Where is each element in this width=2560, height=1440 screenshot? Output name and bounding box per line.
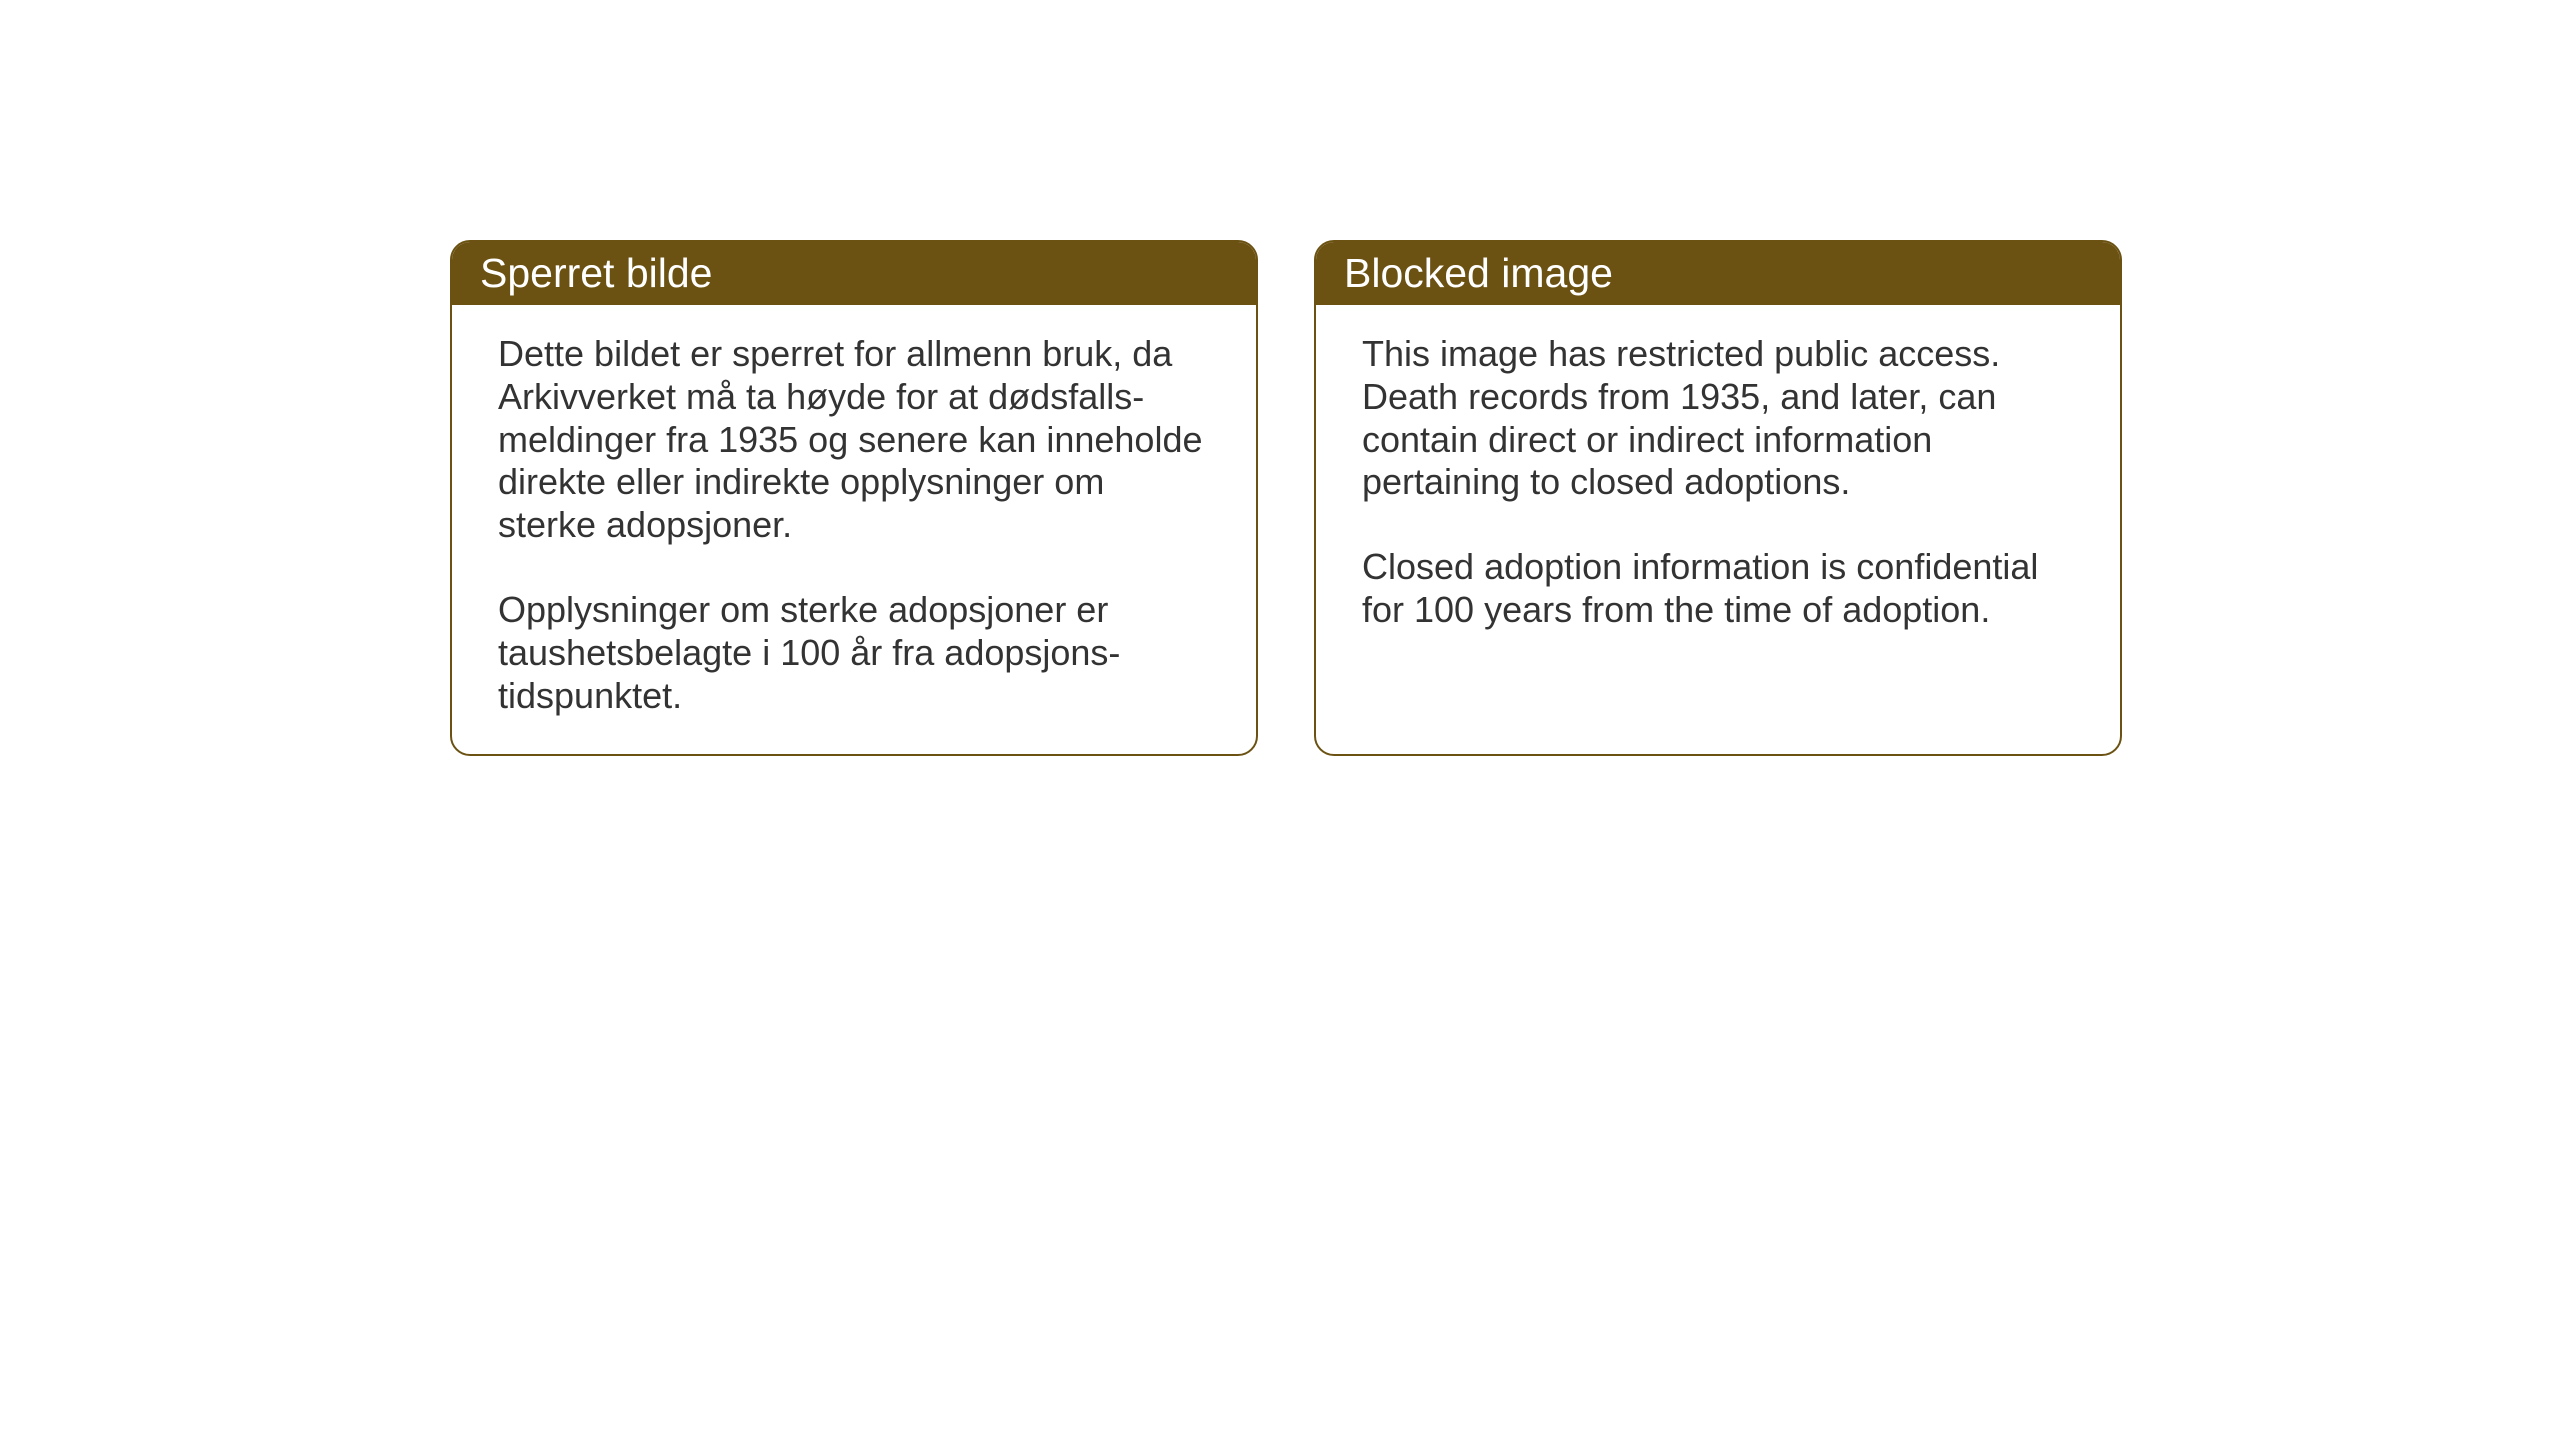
english-paragraph-2: Closed adoption information is confident…: [1362, 546, 2074, 632]
norwegian-paragraph-1: Dette bildet er sperret for allmenn bruk…: [498, 333, 1210, 547]
norwegian-paragraph-2: Opplysninger om sterke adopsjoner er tau…: [498, 589, 1210, 717]
english-paragraph-1: This image has restricted public access.…: [1362, 333, 2074, 504]
norwegian-notice-card: Sperret bilde Dette bildet er sperret fo…: [450, 240, 1258, 756]
english-notice-card: Blocked image This image has restricted …: [1314, 240, 2122, 756]
norwegian-card-body: Dette bildet er sperret for allmenn bruk…: [452, 305, 1256, 754]
norwegian-card-title: Sperret bilde: [452, 242, 1256, 305]
english-card-body: This image has restricted public access.…: [1316, 305, 2120, 668]
notice-cards-container: Sperret bilde Dette bildet er sperret fo…: [450, 240, 2122, 756]
english-card-title: Blocked image: [1316, 242, 2120, 305]
